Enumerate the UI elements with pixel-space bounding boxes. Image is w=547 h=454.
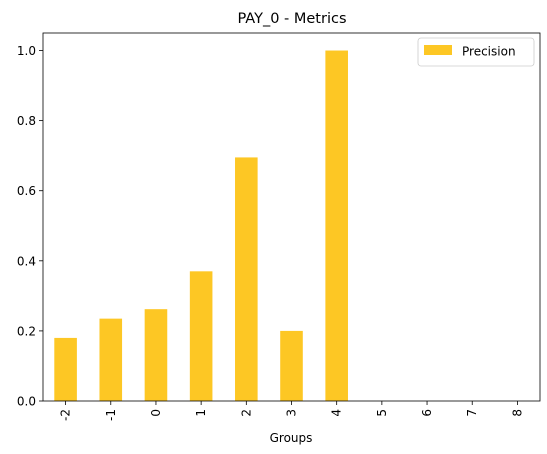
bar--2 <box>54 337 77 401</box>
legend-swatch <box>424 45 452 55</box>
legend-label: Precision <box>462 45 516 59</box>
y-tick-label: 1.0 <box>17 44 36 58</box>
plot-frame <box>42 32 541 402</box>
x-tick-label: 6 <box>420 409 434 417</box>
chart-title: PAY_0 - Metrics <box>237 11 346 27</box>
bar-0 <box>144 309 168 401</box>
x-axis-label: Groups <box>270 431 313 445</box>
x-tick-label: 2 <box>239 409 253 417</box>
y-axis-ticks: 0.0 0.2 0.4 0.6 0.8 1.0 <box>17 44 43 409</box>
bar-4 <box>325 50 348 402</box>
bars-group <box>54 50 348 402</box>
x-tick-label: 4 <box>330 409 344 417</box>
y-tick-label: 0.8 <box>17 114 36 128</box>
bar-2 <box>235 157 258 401</box>
x-tick-label: 0 <box>149 409 163 417</box>
y-tick-label: 0.2 <box>17 324 36 338</box>
y-tick-label: 0.4 <box>17 254 36 268</box>
bar--1 <box>99 318 123 401</box>
x-tick-label: -2 <box>59 409 73 421</box>
x-tick-label: 8 <box>510 409 524 417</box>
x-axis-ticks: -2 -1 0 1 2 3 4 5 6 7 8 <box>59 401 524 421</box>
bar-1 <box>189 271 213 401</box>
y-tick-label: 0.6 <box>17 184 36 198</box>
legend: Precision <box>417 37 535 67</box>
x-tick-label: 7 <box>465 409 479 417</box>
x-tick-label: -1 <box>104 409 118 421</box>
bar-3 <box>280 330 303 401</box>
x-tick-label: 1 <box>194 409 208 417</box>
x-tick-label: 5 <box>375 409 389 417</box>
x-tick-label: 3 <box>285 409 299 417</box>
y-tick-label: 0.0 <box>17 395 36 409</box>
